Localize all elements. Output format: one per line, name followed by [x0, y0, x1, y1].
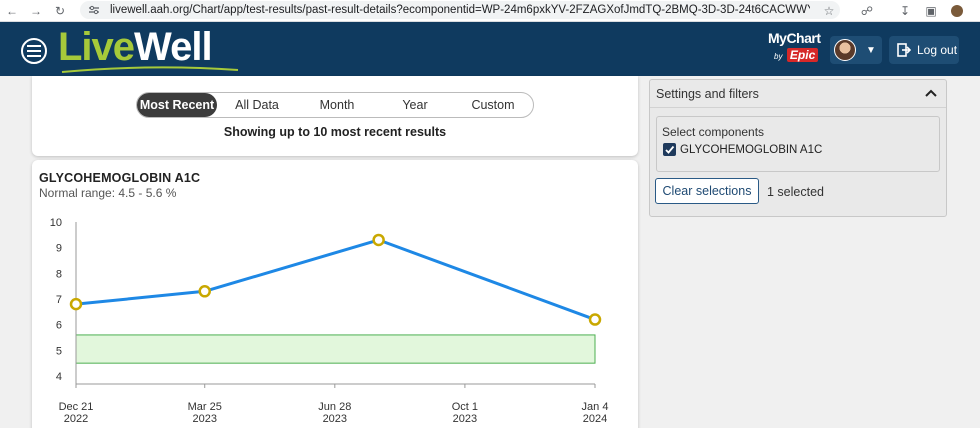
extensions-icon[interactable]: ☍	[860, 4, 874, 18]
tab-month[interactable]: Month	[319, 98, 355, 112]
data-point	[69, 297, 83, 311]
account-menu-button[interactable]: ▼	[830, 36, 882, 64]
normal-range-text: Normal range: 4.5 - 5.6 %	[39, 186, 177, 200]
address-bar[interactable]: livewell.aah.org/Chart/app/test-results/…	[80, 1, 840, 19]
y-tick-label: 7	[56, 294, 62, 306]
x-tick-label: Jun 28	[318, 401, 351, 413]
livewell-logo[interactable]: LiveWell	[58, 25, 213, 69]
settings-panel: Settings and filters Select components G…	[649, 79, 947, 217]
x-tick-label: Dec 21	[59, 401, 94, 413]
chevron-up-icon[interactable]	[924, 86, 938, 100]
x-tick-label: Oct 1	[452, 401, 478, 413]
tab-custom[interactable]: Custom	[471, 98, 515, 112]
y-tick-label: 10	[50, 217, 62, 229]
checkbox-checked-icon[interactable]	[663, 143, 676, 156]
x-tick-year-label: 2023	[192, 413, 216, 425]
logout-icon	[897, 43, 911, 57]
main-content: Most Recent All Data Month Year Custom S…	[0, 76, 980, 428]
series-line	[75, 238, 596, 321]
scrollbar[interactable]	[966, 76, 980, 428]
chart-title: GLYCOHEMOGLOBIN A1C	[39, 171, 201, 185]
x-tick-year-label: 2023	[453, 413, 477, 425]
avatar	[834, 39, 856, 61]
menu-icon[interactable]	[21, 38, 47, 64]
tab-year[interactable]: Year	[402, 98, 428, 112]
x-tick-label: Mar 25	[188, 401, 222, 413]
data-point	[372, 233, 385, 247]
results-count-text: Showing up to 10 most recent results	[223, 125, 447, 139]
data-point	[588, 313, 602, 326]
y-tick-label: 5	[56, 345, 62, 357]
select-components-label: Select components	[662, 125, 765, 139]
selected-count: 1 selected	[767, 185, 824, 199]
data-point	[198, 285, 211, 298]
clear-selections-button[interactable]: Clear selections	[655, 178, 759, 204]
tab-all-data[interactable]: All Data	[235, 98, 279, 112]
logo-swoosh-icon	[61, 66, 239, 73]
reload-icon[interactable]: ↻	[54, 4, 66, 18]
filter-card: Most Recent All Data Month Year Custom S…	[32, 76, 638, 156]
x-tick-year-label: 2022	[64, 413, 88, 425]
x-tick-year-label: 2023	[323, 413, 347, 425]
chart-card: GLYCOHEMOGLOBIN A1C Normal range: 4.5 - …	[32, 160, 638, 428]
x-tick-label: Jan 4	[582, 401, 609, 413]
tab-most-recent[interactable]: Most Recent	[137, 93, 217, 117]
logout-button[interactable]: Log out	[889, 36, 959, 64]
back-icon[interactable]: ←	[6, 4, 18, 18]
sidepanel-icon[interactable]: ▣	[925, 4, 937, 18]
chevron-down-icon: ▼	[866, 44, 876, 56]
normal-range-band	[75, 334, 596, 364]
component-label: GLYCOHEMOGLOBIN A1C	[680, 143, 823, 156]
x-tick-year-label: 2024	[583, 413, 607, 425]
time-range-tabs: Most Recent All Data Month Year Custom	[136, 92, 534, 118]
y-tick-label: 4	[56, 371, 62, 383]
site-settings-icon[interactable]	[88, 5, 100, 15]
profile-icon[interactable]	[948, 2, 966, 20]
download-icon[interactable]: ↧	[899, 4, 911, 18]
browser-toolbar: ← → ↻ livewell.aah.org/Chart/app/test-re…	[0, 0, 980, 22]
app-header: LiveWell MyChart by Epic ▼ Log out	[0, 22, 980, 76]
y-tick-label: 8	[56, 268, 62, 280]
y-tick-label: 9	[56, 243, 62, 255]
y-tick-label: 6	[56, 320, 62, 332]
forward-icon[interactable]: →	[30, 4, 42, 18]
mychart-logo: MyChart by Epic	[768, 30, 821, 62]
component-option[interactable]: GLYCOHEMOGLOBIN A1C	[663, 143, 822, 156]
components-group: Select components GLYCOHEMOGLOBIN A1C	[656, 116, 940, 172]
url-text: livewell.aah.org/Chart/app/test-results/…	[110, 4, 810, 16]
bookmark-star-icon[interactable]: ☆	[823, 4, 835, 18]
settings-header[interactable]: Settings and filters	[650, 80, 946, 108]
